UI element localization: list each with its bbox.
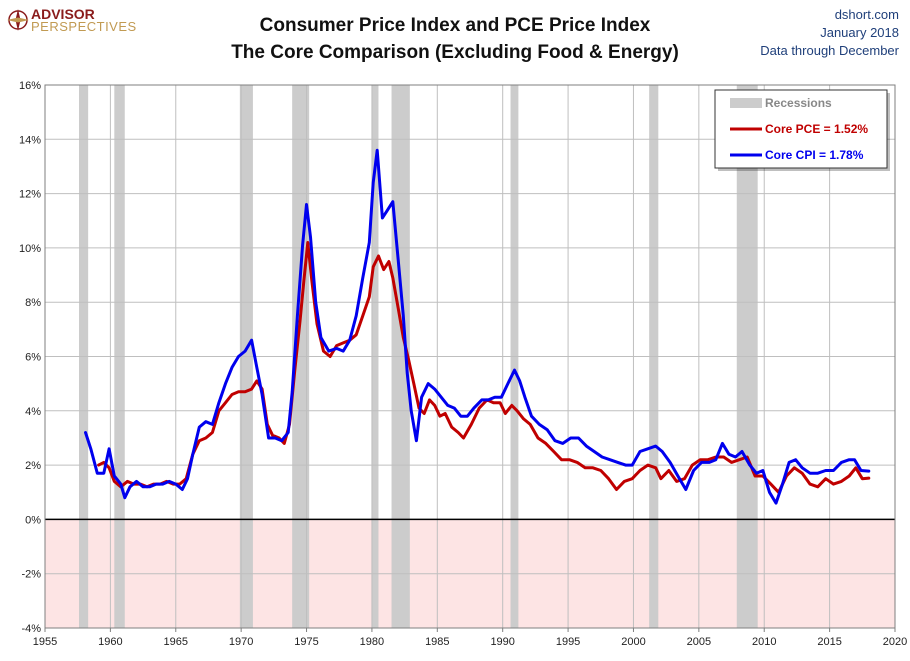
x-tick-label: 2010	[752, 636, 776, 648]
x-tick-label: 2000	[621, 636, 645, 648]
legend-cpi-label: Core CPI = 1.78%	[765, 148, 864, 162]
x-tick-label: 1970	[229, 636, 253, 648]
legend-recession-swatch	[730, 98, 762, 108]
legend: Recessions Core PCE = 1.52% Core CPI = 1…	[714, 89, 890, 171]
credit-note: Data through December	[760, 43, 899, 58]
x-tick-label: 1960	[98, 636, 122, 648]
cpi-series-line	[84, 148, 871, 505]
credit-site: dshort.com	[835, 7, 899, 22]
x-tick-label: 1975	[294, 636, 318, 648]
x-tick-label: 1965	[164, 636, 188, 648]
x-axis-ticks: 1955 1960 1965 1970 1975 1980 1985 1990 1995 2000…	[33, 628, 907, 648]
plot-frame	[44, 84, 896, 629]
x-tick-label: 1955	[33, 636, 57, 648]
y-axis-ticks: -4% -2% 0% 2% 4% 6% 8% 10% 12% 14% 16%	[19, 80, 41, 635]
y-tick-label: 6%	[25, 352, 41, 364]
legend-pce-label: Core PCE = 1.52%	[765, 122, 868, 136]
y-tick-label: 8%	[25, 297, 41, 309]
series-lines	[84, 148, 871, 505]
y-tick-label: 12%	[19, 189, 41, 201]
legend-recession-label: Recessions	[765, 96, 832, 110]
credit-date: January 2018	[820, 25, 899, 40]
y-tick-label: 10%	[19, 243, 41, 255]
y-tick-label: -4%	[21, 623, 41, 635]
y-tick-label: 16%	[19, 80, 41, 92]
x-tick-label: 1995	[556, 636, 580, 648]
x-tick-label: 1985	[425, 636, 449, 648]
x-tick-label: 2015	[817, 636, 841, 648]
x-tick-label: 1980	[360, 636, 384, 648]
logo-top-text: ADVISOR	[31, 6, 95, 22]
chart-title: Consumer Price Index and PCE Price Index	[260, 15, 651, 36]
x-tick-label: 2020	[883, 636, 907, 648]
plot-border	[44, 84, 896, 629]
logo-bottom-text: PERSPECTIVES	[31, 19, 137, 34]
y-tick-label: 2%	[25, 460, 41, 472]
chart-subtitle: The Core Comparison (Excluding Food & En…	[231, 42, 679, 63]
compass-icon	[7, 9, 29, 31]
y-tick-label: 0%	[25, 514, 41, 526]
y-tick-label: -2%	[21, 569, 41, 581]
y-tick-label: 14%	[19, 134, 41, 146]
pce-series-line	[97, 241, 871, 494]
x-tick-label: 1990	[490, 636, 514, 648]
x-tick-label: 2005	[687, 636, 711, 648]
advisor-perspectives-logo: ADVISOR PERSPECTIVES	[7, 6, 137, 34]
y-tick-label: 4%	[25, 406, 41, 418]
